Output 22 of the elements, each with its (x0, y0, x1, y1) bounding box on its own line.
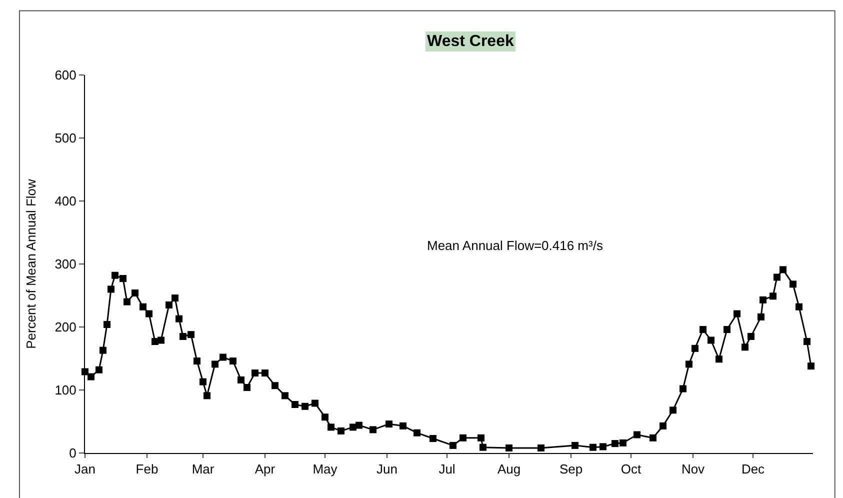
x-tick-label: Aug (497, 462, 521, 477)
x-tick-label: Dec (741, 462, 766, 477)
x-tick-label: Sep (559, 462, 583, 477)
x-tick-label: Apr (254, 462, 276, 477)
y-tick-label: 400 (54, 194, 76, 209)
x-tick-label: May (312, 462, 338, 477)
x-tick-label: Oct (620, 462, 642, 477)
y-tick-label: 0 (69, 446, 76, 461)
y-axis-title: Percent of Mean Annual Flow (24, 178, 39, 349)
y-tick-label: 500 (54, 130, 76, 146)
x-tick-label: Feb (136, 462, 158, 477)
annotation: Mean Annual Flow=0.416 m³/s (427, 238, 604, 253)
chart-title: West Creek (427, 33, 514, 50)
x-tick-label: Jan (74, 462, 96, 477)
x-tick-label: Jul (438, 462, 456, 477)
x-tick-label: Jun (376, 462, 398, 477)
x-tick-label: Mar (192, 462, 215, 477)
y-tick-label: 300 (54, 256, 76, 272)
y-tick-label: 100 (54, 382, 76, 398)
y-tick-label: 600 (54, 68, 76, 83)
x-tick-label: Nov (681, 462, 706, 477)
y-tick-label: 200 (54, 320, 76, 335)
